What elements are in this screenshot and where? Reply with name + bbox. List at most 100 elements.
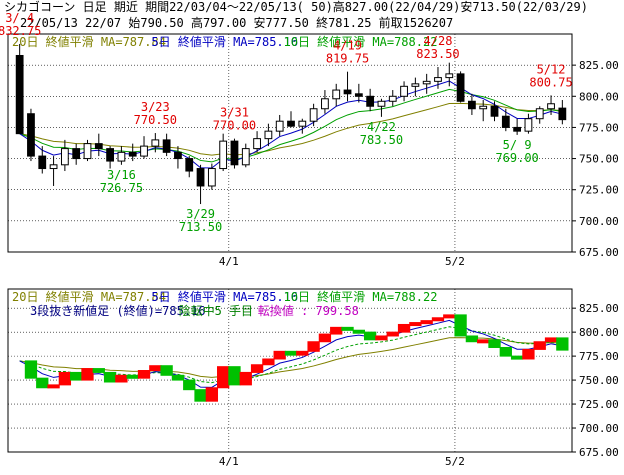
newprice-brick [239,371,252,386]
annotation-high-date: 3/23 [141,100,170,114]
annotation-low-date: 3/29 [186,207,215,221]
candle-body [219,140,228,170]
candle [479,100,488,122]
candle-body [388,95,397,102]
candle-body [275,120,284,132]
candle [354,83,363,103]
candle [513,118,522,135]
candle-body [72,148,81,160]
candle [27,108,35,162]
candle [422,73,431,94]
candle-body [479,105,488,110]
annotation-low-value: 769.00 [495,151,538,165]
newprice-brick [477,339,490,344]
y-tick-label: 800.00 [579,326,619,339]
candle [343,71,352,102]
newprice-brick [217,366,230,389]
candle [151,133,160,153]
info-item: 5 手目 [215,304,253,318]
candle-body [547,103,555,110]
x-tick-label: 4/1 [219,455,239,468]
candle [106,146,114,169]
newprice-brick [70,371,83,381]
candle [445,62,454,87]
candle-body [83,143,92,160]
candle-body [49,164,58,170]
newprice-brick [183,379,196,391]
candle [219,133,228,172]
candle-body [309,108,318,122]
chart-header-line1: シカゴコーン 日足 期近 期間22/03/04～22/05/13( 50)高82… [4,0,588,14]
newprice-brick [318,333,332,343]
candle-body [400,85,408,97]
y-tick-label: 775.00 [579,121,619,134]
y-tick-label: 825.00 [579,302,619,315]
candle-body [445,73,454,79]
newprice-brick [115,374,128,383]
candle [140,136,148,159]
candle-body [207,168,216,187]
candle [524,113,533,134]
candle [321,90,329,114]
newprice-brick [454,314,467,337]
candle-body [456,73,465,102]
x-tick-label: 5/2 [445,255,465,268]
candle [117,146,126,165]
annotation-low-date: 4/22 [367,120,396,134]
newprice-brick [556,337,569,351]
candle [434,67,442,89]
candle-body [490,105,499,117]
candle-body [27,113,35,157]
newprice-brick [510,355,524,360]
x-tick-label: 5/2 [445,455,465,468]
candle [366,88,375,112]
chart-header-line2: 22/05/13 22/07 始790.50 高797.00 安777.50 終… [20,16,454,30]
candle-body [366,95,375,107]
candle-body [558,107,567,121]
candle-body [287,120,295,127]
legend-item: 20日 終値平滑 MA=787.84 [12,289,166,304]
candle [83,139,92,162]
candle [128,143,137,162]
candle-body [332,89,341,100]
newprice-brick [126,374,139,379]
annotation-low-value: 713.50 [179,220,222,234]
y-tick-label: 750.00 [579,374,619,387]
newprice-brick [533,341,546,350]
newprice-brick [375,335,388,341]
candle [241,143,250,168]
candle-body [468,100,476,110]
newprice-brick [160,365,173,376]
candle [377,98,386,117]
y-tick-label: 825.00 [579,59,619,72]
newprice-brick [341,326,354,331]
newprice-brick [171,374,185,381]
candle-body [140,145,148,157]
candle [309,103,318,127]
legend-item: 5日 終値平滑 MA=785.16 [151,34,298,49]
newprice-brick [228,366,241,386]
candle-body [377,100,386,107]
newprice-brick [149,365,162,371]
newprice-brick [330,326,343,335]
newprice-brick [465,335,479,343]
newprice-brick [352,329,365,334]
annotation-high-date: 3/ 4 [5,11,34,25]
newprice-brick [24,360,38,379]
candle-body [94,143,103,150]
candle-body [38,155,47,170]
candle [72,143,81,165]
candle [287,111,295,128]
candle [38,146,47,174]
newprice-brick [262,358,275,366]
candle-body [501,115,510,128]
info-item: 3段抜き新値足 (終値)=785.16 [30,303,205,318]
candle [275,114,284,137]
newprice-brick [431,317,445,322]
candle [15,43,24,135]
candle [174,146,182,169]
y-tick-label: 675.00 [579,446,619,459]
candle-body [513,126,522,132]
newprice-brick [397,323,411,333]
